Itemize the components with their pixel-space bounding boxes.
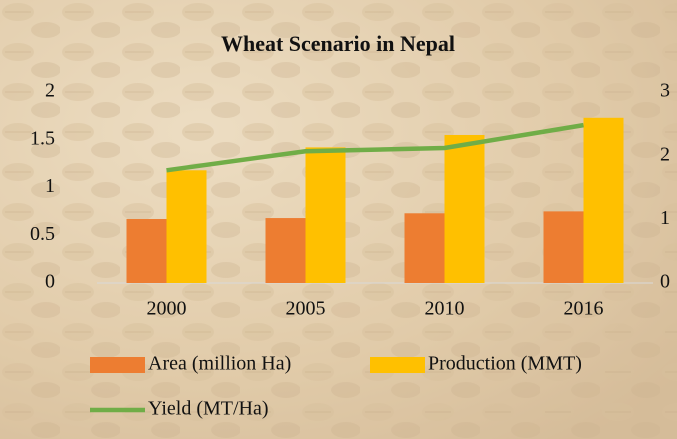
y-tick-label: 0 — [45, 271, 55, 293]
x-tick-label: 2000 — [147, 298, 187, 320]
bar — [445, 135, 485, 283]
bar — [266, 218, 306, 283]
chart-title: Wheat Scenario in Nepal — [221, 31, 455, 56]
bar — [167, 170, 207, 283]
legend-label: Yield (MT/Ha) — [148, 398, 269, 420]
y-tick-label: 1.5 — [30, 127, 55, 149]
bar — [405, 213, 445, 283]
bar — [544, 211, 584, 283]
bar — [127, 219, 167, 283]
y-tick-label: 1 — [45, 175, 55, 197]
legend-swatch — [90, 357, 145, 373]
x-tick-label: 2005 — [286, 298, 326, 320]
x-tick-label: 2016 — [564, 298, 604, 320]
chart: Wheat Scenario in Nepal 0 0.5 1 1.5 2 0 1 2 3 200… — [0, 0, 677, 439]
x-tick-label: 2010 — [425, 298, 465, 320]
y2-tick-label: 1 — [660, 207, 670, 229]
bar — [306, 147, 346, 283]
legend-label: Production (MMT) — [428, 353, 582, 375]
y2-tick-label: 0 — [660, 271, 670, 293]
y2-tick-label: 3 — [660, 80, 670, 102]
y-tick-label: 0.5 — [30, 223, 55, 245]
bar — [584, 118, 624, 283]
y-tick-label: 2 — [45, 80, 55, 102]
y2-tick-label: 2 — [660, 143, 670, 165]
legend-swatch — [370, 357, 425, 373]
legend-label: Area (million Ha) — [148, 353, 291, 375]
